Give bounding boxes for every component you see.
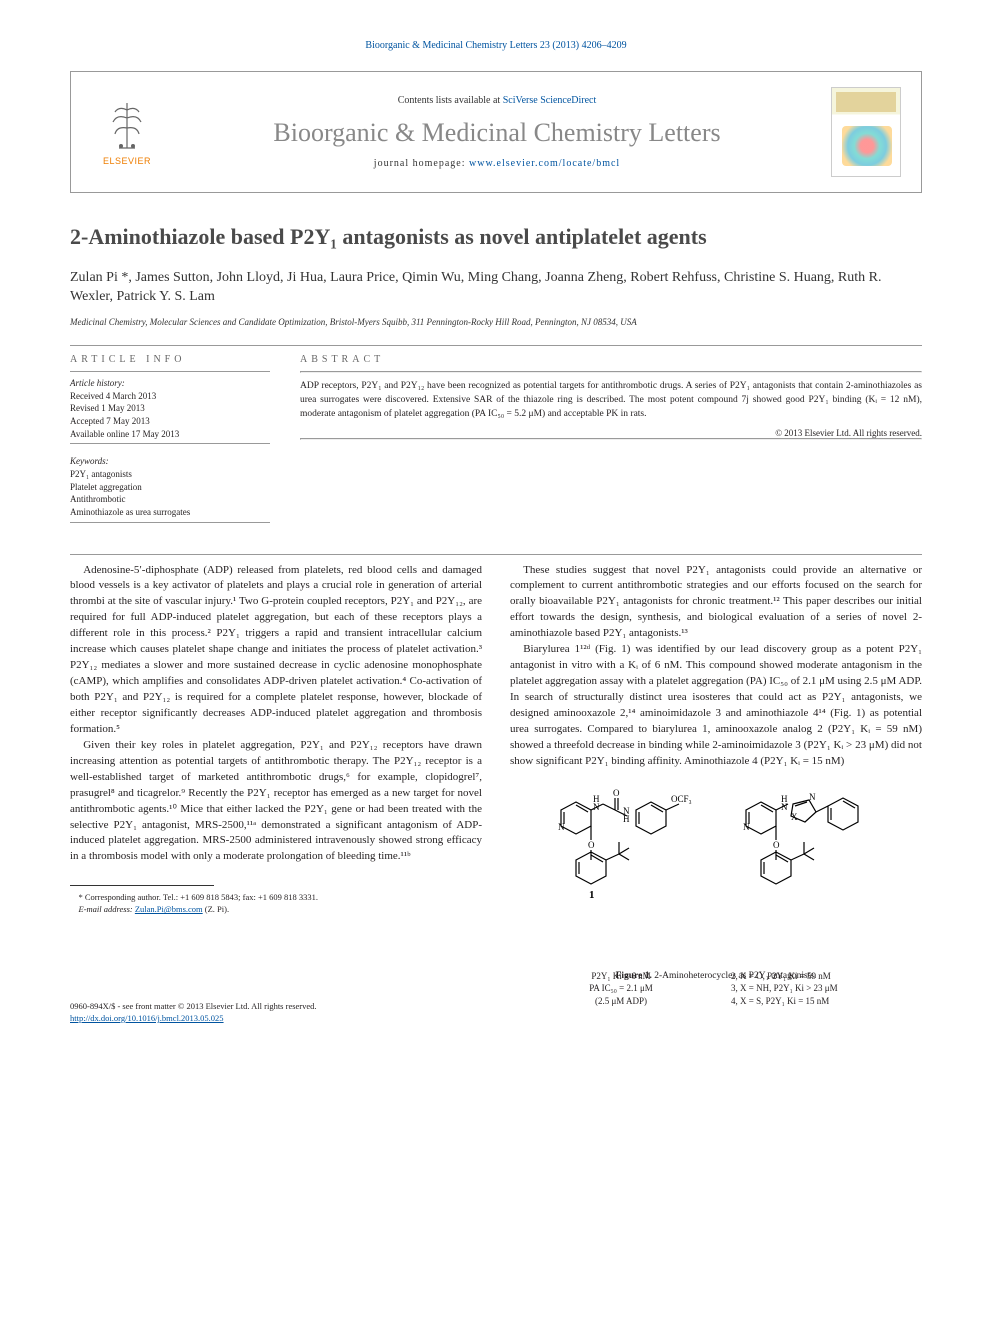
history-label: Article history:	[70, 378, 270, 388]
structure-1-ic50: PA IC₅₀ = 2.1 μM	[541, 982, 701, 995]
body-two-column: Adenosine-5′-diphosphate (ADP) released …	[70, 563, 922, 984]
elsevier-name: ELSEVIER	[91, 156, 163, 166]
body-paragraph: These studies suggest that novel P2Y₁ an…	[510, 563, 922, 643]
svg-text:O: O	[613, 788, 620, 798]
footnote-separator	[70, 885, 214, 886]
abstract-heading: ABSTRACT	[300, 354, 922, 365]
article-info-heading: ARTICLE INFO	[70, 354, 270, 365]
svg-text:N: N	[593, 802, 600, 812]
contents-available-line: Contents lists available at SciVerse Sci…	[163, 95, 831, 106]
abstract-text: ADP receptors, P2Y₁ and P2Y₁₂ have been …	[300, 379, 922, 422]
keyword-item: Aminothiazole as urea surrogates	[70, 506, 270, 519]
article-info-column: ARTICLE INFO Article history: Received 4…	[70, 354, 270, 529]
history-received: Received 4 March 2013	[70, 390, 270, 403]
authors-list: Zulan Pi *, James Sutton, John Lloyd, Ji…	[70, 268, 922, 307]
svg-text:N: N	[809, 792, 816, 802]
journal-name: Bioorganic & Medicinal Chemistry Letters	[163, 118, 831, 148]
abstract-column: ABSTRACT ADP receptors, P2Y₁ and P2Y₁₂ h…	[300, 354, 922, 529]
journal-homepage-link[interactable]: www.elsevier.com/locate/bmcl	[469, 158, 620, 169]
email-footnote: E-mail address: Zulan.Pi@bms.com (Z. Pi)…	[70, 904, 482, 916]
body-paragraph: Biarylurea 1¹²ᵈ (Fig. 1) was identified …	[510, 642, 922, 770]
structure-1-adp: (2.5 μM ADP)	[541, 995, 701, 1008]
journal-header-box: ELSEVIER Contents lists available at Sci…	[70, 71, 922, 193]
elsevier-logo[interactable]: ELSEVIER	[91, 98, 163, 166]
journal-homepage-line: journal homepage: www.elsevier.com/locat…	[163, 158, 831, 169]
email-link[interactable]: Zulan.Pi@bms.com	[135, 904, 203, 914]
svg-text:1: 1	[589, 889, 595, 901]
separator-rule	[70, 554, 922, 555]
keyword-item: P2Y₁ antagonists	[70, 468, 270, 481]
body-paragraph: Adenosine-5′-diphosphate (ADP) released …	[70, 563, 482, 738]
svg-text:X: X	[791, 812, 798, 822]
svg-text:N: N	[781, 802, 788, 812]
svg-text:N: N	[558, 822, 565, 832]
journal-reference-header: Bioorganic & Medicinal Chemistry Letters…	[70, 40, 922, 51]
keywords-label: Keywords:	[70, 456, 270, 466]
history-revised: Revised 1 May 2013	[70, 402, 270, 415]
separator-rule	[70, 345, 922, 346]
svg-text:O: O	[588, 840, 595, 850]
svg-text:H: H	[623, 814, 630, 824]
keyword-item: Platelet aggregation	[70, 481, 270, 494]
sciencedirect-link[interactable]: SciVerse ScienceDirect	[503, 95, 597, 106]
corresponding-author-footnote: * Corresponding author. Tel.: +1 609 818…	[70, 892, 482, 904]
history-online: Available online 17 May 2013	[70, 428, 270, 441]
figure-1: N H N O N H	[510, 770, 922, 984]
svg-text:OCF₃: OCF₃	[671, 794, 692, 804]
keyword-item: Antithrombotic	[70, 493, 270, 506]
body-right-column: These studies suggest that novel P2Y₁ an…	[510, 563, 922, 984]
svg-text:N: N	[743, 822, 750, 832]
article-title: 2-Aminothiazole based P2Y₁ antagonists a…	[70, 223, 922, 252]
affiliation: Medicinal Chemistry, Molecular Sciences …	[70, 317, 922, 327]
chemical-structure-2: N H N X N	[731, 770, 891, 960]
structure-4-line: 4, X = S, P2Y₁ Ki = 15 nM	[731, 995, 891, 1008]
copyright-footer: 0960-894X/$ - see front matter © 2013 El…	[70, 1001, 482, 1024]
history-accepted: Accepted 7 May 2013	[70, 415, 270, 428]
elsevier-tree-icon	[101, 98, 153, 154]
journal-cover-thumbnail[interactable]	[831, 87, 901, 177]
svg-text:O: O	[773, 840, 780, 850]
body-paragraph: Given their key roles in platelet aggreg…	[70, 738, 482, 866]
body-left-column: Adenosine-5′-diphosphate (ADP) released …	[70, 563, 482, 984]
chemical-structure-1: N H N O N H	[541, 770, 701, 960]
issn-copyright-line: 0960-894X/$ - see front matter © 2013 El…	[70, 1001, 482, 1012]
doi-link[interactable]: http://dx.doi.org/10.1016/j.bmcl.2013.05…	[70, 1013, 224, 1023]
abstract-copyright: © 2013 Elsevier Ltd. All rights reserved…	[300, 428, 922, 438]
structure-3-line: 3, X = NH, P2Y₁ Ki > 23 μM	[731, 982, 891, 995]
